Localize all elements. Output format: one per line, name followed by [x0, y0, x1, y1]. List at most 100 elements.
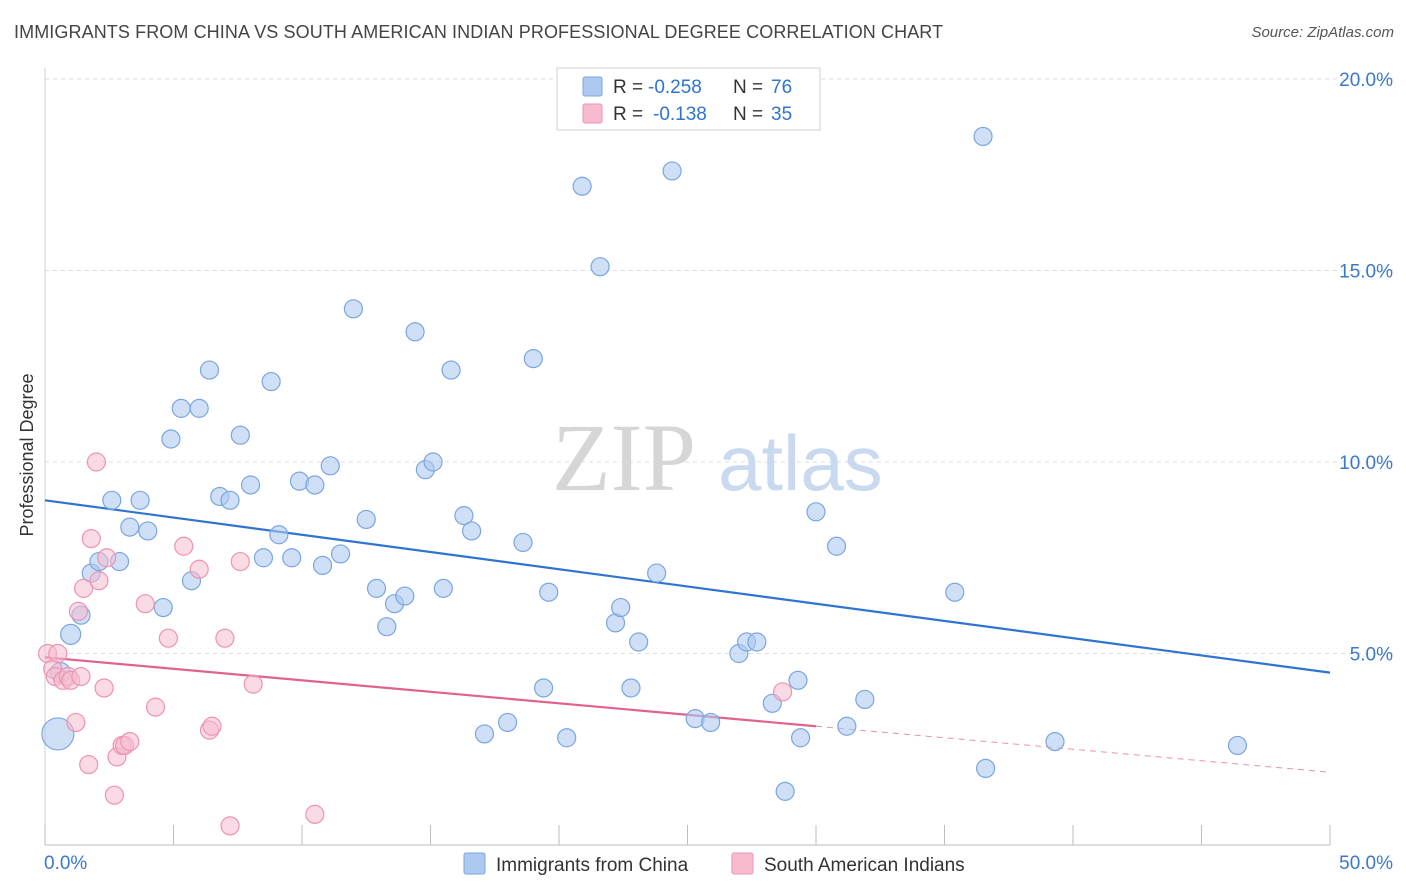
data-point-south-american-indian — [189, 559, 209, 579]
data-point-south-american-indian — [89, 571, 109, 591]
data-point-china — [647, 563, 667, 583]
data-point-south-american-indian — [86, 452, 107, 472]
data-point-china — [312, 555, 333, 576]
series-south-american-indians — [37, 452, 793, 836]
data-point-south-american-indian — [220, 816, 240, 836]
data-point-china — [330, 544, 351, 564]
data-point-south-american-indian — [120, 731, 140, 752]
legend-bottom-swatch-pink — [731, 852, 754, 875]
data-point-china — [498, 712, 518, 733]
data-point-south-american-indian — [202, 716, 222, 736]
data-point-china — [153, 597, 173, 618]
data-point-china — [523, 348, 543, 369]
x-tick-label: 50.0% — [1339, 853, 1393, 874]
data-point-china — [454, 506, 474, 526]
data-point-south-american-indian — [174, 536, 194, 556]
legend-swatch-blue — [582, 76, 603, 97]
source-label: Source: ZipAtlas.com — [1251, 24, 1394, 41]
data-point-china — [320, 456, 340, 476]
data-point-china — [462, 521, 482, 541]
data-point-china — [788, 670, 808, 690]
data-point-china — [557, 728, 577, 748]
data-point-china — [199, 360, 220, 380]
data-point-china — [837, 716, 857, 736]
data-point-china — [102, 490, 122, 510]
legend-r-label: R = — [613, 104, 643, 125]
legend-r-value: -0.258 — [648, 77, 702, 98]
data-point-china — [253, 548, 274, 568]
data-point-china — [855, 689, 875, 710]
data-point-south-american-indian — [71, 666, 91, 687]
data-point-south-american-indian — [243, 674, 263, 694]
data-point-china — [366, 578, 387, 598]
legend-bottom: Immigrants from China South American Ind… — [463, 852, 965, 876]
legend-n-label: N = — [733, 77, 763, 98]
legend-bottom-label-china: Immigrants from China — [496, 855, 689, 876]
data-point-china — [662, 161, 682, 181]
y-tick-label: 20.0% — [1339, 70, 1393, 91]
data-point-south-american-indian — [97, 548, 117, 568]
data-point-south-american-indian — [772, 682, 793, 702]
data-point-china — [945, 582, 965, 602]
watermark-atlas: atlas — [718, 419, 883, 507]
data-point-south-american-indian — [73, 578, 94, 598]
series-immigrants-from-china — [41, 126, 1248, 801]
data-point-china — [590, 257, 610, 277]
data-point-china — [138, 521, 158, 541]
legend-n-value: 76 — [771, 77, 792, 98]
data-point-south-american-indian — [135, 594, 155, 614]
data-point-china — [572, 176, 592, 196]
data-point-china — [441, 360, 461, 380]
y-tick-label: 10.0% — [1339, 453, 1393, 474]
data-point-china — [405, 322, 425, 342]
data-point-china — [241, 475, 261, 495]
data-point-south-american-indian — [48, 643, 68, 664]
data-point-china — [621, 678, 641, 698]
data-point-china — [161, 429, 181, 449]
data-point-south-american-indian — [158, 628, 178, 648]
data-point-china — [282, 548, 302, 568]
data-point-china — [806, 502, 826, 522]
data-point-china — [1227, 735, 1248, 756]
legend-n-label: N = — [733, 104, 763, 125]
data-point-china — [423, 452, 443, 472]
data-point-china — [171, 398, 191, 418]
data-point-china — [433, 578, 453, 598]
data-point-china — [775, 781, 795, 801]
data-point-south-american-indian — [68, 601, 89, 621]
data-point-china — [356, 509, 376, 530]
y-axis-label: Professional Degree — [17, 373, 37, 536]
legend-bottom-label-sai: South American Indians — [764, 855, 965, 876]
data-point-south-american-indian — [230, 551, 250, 572]
legend-bottom-swatch-blue — [463, 852, 486, 875]
data-point-south-american-indian — [145, 697, 166, 717]
data-point-china — [539, 582, 559, 602]
chart-title: IMMIGRANTS FROM CHINA VS SOUTH AMERICAN … — [14, 22, 944, 42]
data-point-china — [230, 425, 250, 445]
axes — [44, 68, 1331, 846]
data-point-south-american-indian — [79, 754, 99, 775]
data-point-china — [474, 724, 495, 744]
data-point-china — [976, 758, 996, 779]
x-tick-label: 0.0% — [44, 853, 87, 874]
data-point-china — [611, 597, 631, 618]
data-point-china — [826, 536, 847, 556]
trend-line-south-american-indians-extrapolated — [815, 725, 1331, 773]
data-point-china — [120, 517, 140, 537]
tick-labels: 5.0% 10.0% 15.0% 20.0% 0.0% 50.0% — [44, 70, 1393, 874]
data-point-china — [1045, 731, 1065, 752]
data-point-china — [377, 617, 397, 637]
data-point-south-american-indian — [305, 804, 325, 824]
legend-top: R = -0.258 N = 76 R = -0.138 N = 35 — [556, 67, 821, 131]
trend-lines — [44, 499, 1331, 773]
data-point-china — [189, 398, 209, 418]
legend-n-value: 35 — [771, 104, 792, 125]
legend-swatch-pink — [582, 103, 603, 124]
y-tick-label: 15.0% — [1339, 262, 1393, 283]
data-point-china — [130, 490, 150, 510]
legend-r-value: -0.138 — [653, 104, 707, 125]
data-point-china — [973, 126, 993, 147]
legend-r-label: R = — [613, 77, 643, 98]
data-point-south-american-indian — [66, 712, 86, 733]
